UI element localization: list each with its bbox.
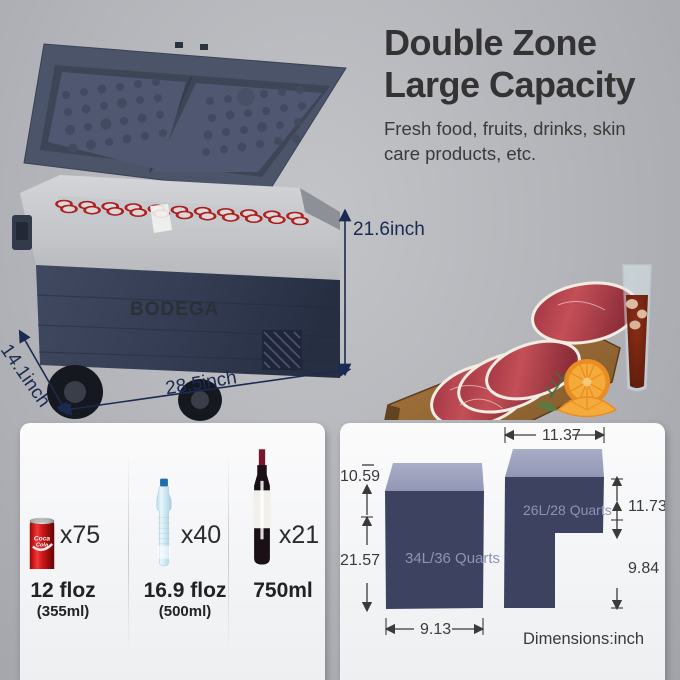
svg-text:26L/28 Quarts: 26L/28 Quarts bbox=[523, 502, 612, 518]
svg-text:11.73: 11.73 bbox=[628, 498, 665, 515]
svg-text:BODEGA: BODEGA bbox=[130, 299, 219, 320]
svg-text:9.13: 9.13 bbox=[420, 621, 451, 638]
svg-text:Coca: Coca bbox=[34, 535, 50, 542]
svg-text:21.57: 21.57 bbox=[340, 552, 380, 569]
svg-text:9.84: 9.84 bbox=[628, 560, 659, 577]
svg-text:Cola: Cola bbox=[36, 543, 48, 549]
svg-text:34L/36 Quarts: 34L/36 Quarts bbox=[405, 550, 500, 567]
svg-text:Dimensions:inch: Dimensions:inch bbox=[523, 630, 644, 648]
svg-text:10.59: 10.59 bbox=[340, 468, 380, 485]
